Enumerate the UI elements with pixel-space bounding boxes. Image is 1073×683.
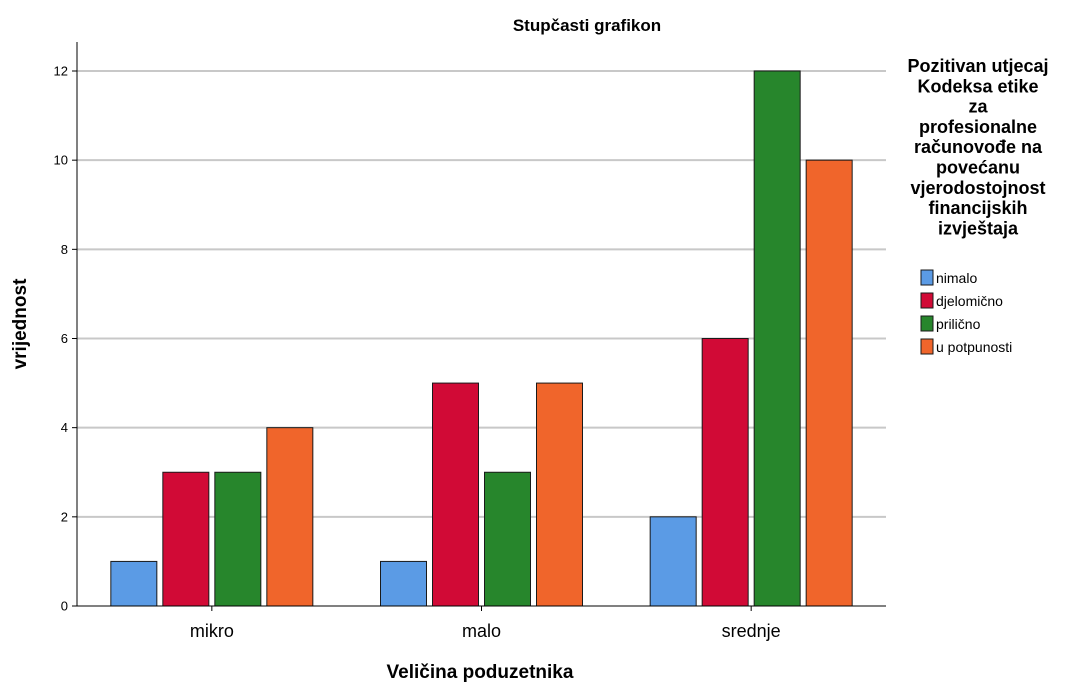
x-tick-label: malo — [462, 621, 501, 641]
legend-swatch — [920, 269, 934, 286]
gridlines — [77, 70, 886, 518]
legend-swatch — [920, 292, 934, 309]
chart-title: Stupčasti grafikon — [513, 16, 661, 35]
legend-title-line: izvještaja — [938, 218, 1019, 238]
bar — [380, 560, 427, 607]
legend-title-line: povećanu — [936, 158, 1020, 178]
y-tick-label: 6 — [61, 331, 68, 346]
y-tick-label: 4 — [61, 420, 68, 435]
x-tick-label: mikro — [190, 621, 234, 641]
y-tick-label: 8 — [61, 242, 68, 257]
y-tick-label: 10 — [54, 153, 68, 168]
legend-title-line: Pozitivan utjecaj — [907, 56, 1048, 76]
legend-swatch — [920, 315, 934, 332]
y-axis-title: vrijednost — [10, 278, 31, 369]
y-tick-label: 12 — [54, 64, 68, 79]
y-tick-label: 2 — [61, 509, 68, 524]
bar — [110, 560, 158, 607]
legend-label: u potpunosti — [936, 339, 1012, 355]
legend-title-line: profesionalne — [919, 117, 1037, 137]
bar — [536, 382, 583, 607]
bar — [701, 338, 749, 607]
bar — [484, 471, 531, 607]
bar — [805, 159, 853, 607]
legend-swatch — [920, 338, 934, 355]
bar — [649, 516, 697, 607]
y-tick-label: 0 — [61, 599, 68, 614]
bars — [110, 70, 853, 607]
legend-title-line: Kodeksa etike — [917, 76, 1038, 96]
x-axis-ticks: mikro malo srednje — [190, 606, 781, 641]
bar — [214, 471, 262, 607]
legend-label: prilično — [936, 316, 981, 332]
x-axis-title: Veličina poduzetnika — [387, 662, 574, 683]
bar — [266, 427, 314, 607]
bar — [753, 70, 801, 607]
bar — [162, 471, 210, 607]
legend-label: nimalo — [936, 270, 977, 286]
legend-label: djelomično — [936, 293, 1003, 309]
legend-title-line: računovođe na — [914, 137, 1043, 157]
legend-title-line: vjerodostojnost — [910, 178, 1045, 198]
legend-title-line: financijskih — [928, 198, 1027, 218]
x-tick-label: srednje — [722, 621, 781, 641]
y-axis-ticks: 0 2 4 6 8 10 12 — [54, 64, 77, 614]
legend-title-line: za — [968, 97, 988, 117]
bar — [432, 382, 479, 607]
